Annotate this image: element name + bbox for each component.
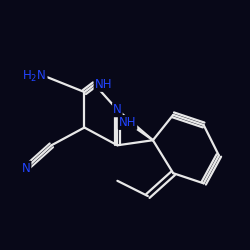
Text: N: N: [22, 162, 30, 175]
Text: H$_2$N: H$_2$N: [22, 69, 46, 84]
Text: N: N: [113, 103, 122, 116]
Text: H$_2$N: H$_2$N: [22, 69, 46, 84]
Text: NH: NH: [119, 116, 136, 129]
Text: NH: NH: [94, 78, 112, 91]
